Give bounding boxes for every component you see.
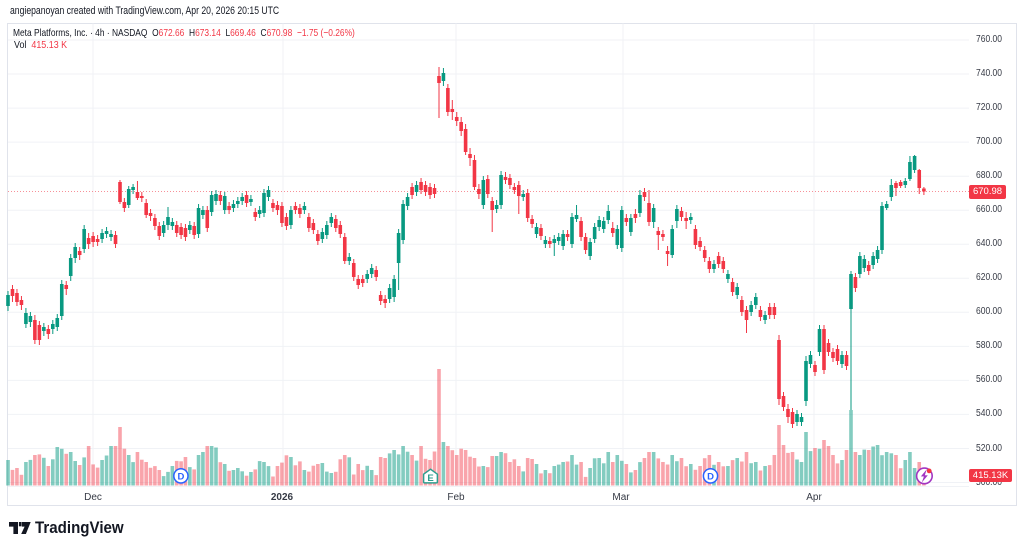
svg-text:D: D [177,471,184,482]
svg-text:D: D [707,471,714,482]
svg-text:E: E [427,473,433,484]
